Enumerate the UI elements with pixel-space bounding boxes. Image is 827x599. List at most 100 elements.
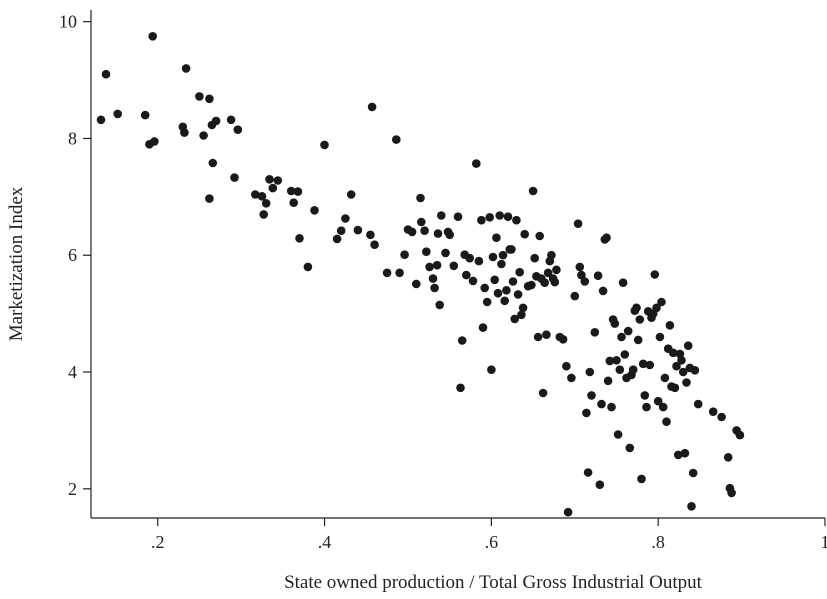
data-point	[573, 219, 583, 228]
data-point	[650, 270, 660, 279]
data-point	[550, 277, 560, 287]
data-point	[412, 279, 421, 289]
data-point	[680, 448, 690, 458]
data-point	[510, 314, 519, 324]
data-point	[655, 332, 665, 342]
data-point	[497, 259, 506, 269]
data-point	[293, 187, 303, 196]
data-point	[433, 229, 443, 238]
data-point	[480, 283, 490, 293]
data-point	[195, 92, 204, 101]
data-point	[672, 361, 681, 371]
data-point	[570, 291, 580, 301]
y-tick-label: 8	[68, 128, 77, 148]
data-point	[645, 360, 655, 370]
y-tick-label: 4	[68, 362, 77, 382]
data-point	[205, 194, 214, 203]
data-point	[493, 288, 503, 298]
data-point	[658, 402, 668, 412]
data-point	[642, 402, 651, 412]
data-point	[407, 227, 417, 237]
data-point	[677, 356, 686, 365]
data-point	[303, 262, 313, 272]
data-point	[518, 303, 528, 313]
data-point	[595, 480, 605, 490]
data-point	[265, 175, 274, 184]
data-point	[513, 290, 523, 299]
data-point	[332, 234, 342, 244]
data-point	[542, 330, 551, 340]
data-point	[602, 233, 611, 242]
data-point	[538, 388, 548, 398]
data-point	[620, 350, 630, 359]
data-point	[633, 335, 643, 345]
data-point	[582, 408, 591, 418]
data-point	[286, 186, 296, 196]
data-point	[635, 315, 645, 324]
x-tick-label: .6	[485, 532, 499, 552]
y-tick-label: 6	[68, 245, 77, 265]
data-point	[430, 283, 439, 293]
data-point	[503, 212, 513, 221]
data-point	[449, 261, 459, 271]
data-point	[598, 286, 608, 296]
data-point	[687, 502, 696, 511]
data-point	[603, 376, 613, 386]
data-point	[683, 341, 693, 351]
data-point	[577, 270, 586, 280]
data-point	[618, 278, 628, 288]
data-point	[678, 367, 688, 377]
data-point	[462, 270, 471, 280]
data-point	[673, 450, 683, 460]
data-point	[533, 332, 543, 342]
data-point	[590, 328, 600, 337]
data-point	[435, 300, 445, 310]
data-point	[552, 265, 561, 275]
data-point	[417, 217, 426, 227]
data-point	[605, 356, 615, 366]
data-point	[527, 280, 536, 290]
data-point	[320, 140, 329, 150]
data-point	[259, 210, 269, 219]
data-point	[558, 335, 568, 344]
data-point	[535, 231, 544, 241]
data-point	[445, 230, 455, 240]
data-point	[580, 277, 590, 286]
data-point	[96, 115, 106, 125]
data-point	[530, 253, 539, 263]
y-axis-title: Marketization Index	[6, 186, 27, 341]
data-point	[420, 226, 429, 235]
data-point	[341, 214, 350, 223]
data-point	[637, 474, 646, 484]
y-tick-label: 2	[68, 479, 77, 499]
data-point	[528, 186, 538, 196]
data-point	[575, 262, 585, 272]
data-points	[96, 32, 745, 517]
data-point	[205, 94, 214, 104]
data-point	[507, 245, 516, 254]
data-point	[607, 402, 616, 412]
data-point	[472, 159, 481, 168]
data-point	[251, 190, 260, 199]
data-point	[625, 443, 635, 453]
data-point	[336, 226, 346, 235]
data-point	[593, 271, 603, 281]
data-point	[567, 373, 576, 383]
data-point	[346, 190, 356, 199]
x-axis-title: State owned production / Total Gross Ind…	[284, 572, 703, 593]
data-point	[150, 137, 159, 146]
data-point	[668, 348, 678, 358]
data-point	[181, 64, 191, 73]
data-point	[717, 412, 726, 422]
data-point	[370, 240, 379, 249]
data-point	[662, 417, 671, 427]
data-point	[180, 128, 189, 137]
data-point	[367, 102, 377, 112]
data-point	[257, 192, 267, 201]
data-point	[353, 225, 363, 235]
data-point	[587, 391, 596, 400]
data-point	[500, 296, 510, 306]
data-point	[498, 250, 508, 260]
data-point	[638, 359, 648, 369]
